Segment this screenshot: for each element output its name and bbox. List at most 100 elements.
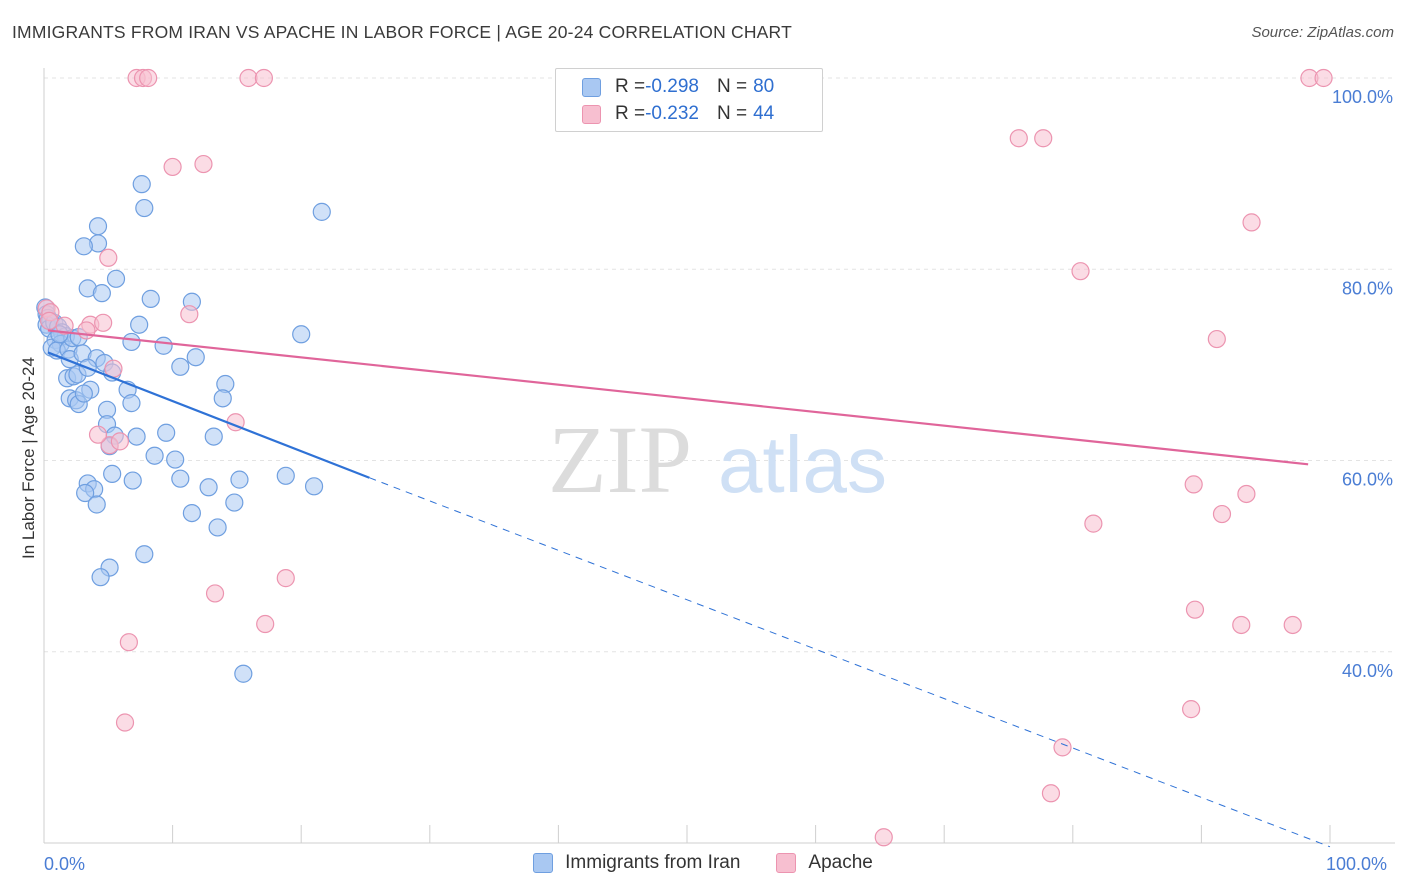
iran-point: [122, 332, 141, 352]
iran-point: [123, 471, 142, 490]
apache-point: [1232, 615, 1251, 635]
watermark: ZIP atlas: [548, 406, 887, 513]
apache-point: [1182, 700, 1201, 719]
apache-point: [1185, 600, 1205, 619]
x-tick-label-max: 100.0%: [1326, 854, 1387, 874]
iran-point: [208, 518, 227, 537]
iran-point: [225, 493, 244, 512]
apache-point: [205, 584, 225, 603]
apache-point: [55, 316, 74, 335]
iran-point: [234, 664, 253, 683]
apache-point: [88, 425, 108, 444]
apache-point: [119, 633, 138, 652]
iran-point: [88, 217, 108, 236]
x-tick-labels: 0.0% 100.0%: [44, 854, 1387, 874]
legend-item-iran: Immigrants from Iran: [533, 852, 740, 874]
y-tick-label: 100.0%: [1332, 87, 1393, 107]
x-tick-label-min: 0.0%: [44, 854, 85, 874]
trend-line-iran: [47, 351, 370, 479]
iran-point: [157, 423, 176, 442]
iran-point: [74, 384, 93, 403]
apache-point: [1041, 784, 1061, 803]
iran-point: [182, 503, 201, 523]
apache-point: [1242, 213, 1261, 232]
iran-point: [135, 198, 154, 218]
series-legend: Immigrants from Iran Apache: [0, 852, 1406, 874]
apache-point: [180, 305, 199, 324]
trend-line-iran-extension: [369, 477, 1331, 848]
y-tick-label: 80.0%: [1342, 278, 1393, 298]
iran-point: [130, 315, 149, 334]
iran-point: [304, 477, 324, 496]
apache-point: [163, 157, 182, 177]
iran-point: [141, 289, 160, 308]
legend-n-value-apache: 44: [753, 103, 775, 124]
iran-point: [132, 175, 151, 194]
apache-point: [254, 68, 274, 88]
iran-point: [171, 357, 190, 376]
iran-point: [127, 427, 146, 446]
watermark-zip: ZIP: [548, 406, 692, 513]
apache-point: [874, 828, 893, 847]
iran-point: [76, 483, 95, 503]
iran-point: [213, 389, 232, 408]
y-tick-label: 40.0%: [1342, 661, 1393, 681]
legend-n-value-iran: 80: [753, 76, 775, 97]
series-apache-points: [37, 68, 1333, 847]
apache-point: [1283, 615, 1302, 635]
iran-point: [91, 568, 110, 587]
apache-point: [139, 68, 158, 88]
apache-point: [40, 311, 59, 330]
iran-point: [171, 469, 190, 488]
apache-point: [77, 321, 96, 340]
trend-line-apache: [47, 329, 1309, 466]
iran-point: [292, 325, 311, 344]
iran-point: [199, 478, 218, 497]
apache-point: [1314, 68, 1333, 88]
axes: [43, 68, 1395, 844]
legend-row-apache: R = -0.232 N = 44: [582, 101, 774, 127]
apache-point: [1034, 129, 1053, 148]
stats-legend: R = -0.298 N = 80 R = -0.232 N = 44: [555, 68, 823, 132]
iran-point: [145, 446, 164, 465]
legend-item-apache: Apache: [776, 852, 873, 874]
legend-n-label: N =: [716, 103, 748, 124]
apache-point: [94, 313, 113, 332]
iran-point: [186, 348, 205, 367]
apache-point: [194, 154, 213, 174]
iran-point: [122, 394, 141, 413]
legend-swatch-apache: [582, 104, 601, 124]
apache-point: [1053, 738, 1072, 757]
legend-r-value-iran: -0.298: [645, 76, 699, 97]
iran-point: [106, 269, 126, 288]
grid-lines: [44, 77, 1395, 653]
legend-row-iran: R = -0.298 N = 80: [582, 74, 774, 100]
apache-point: [256, 614, 275, 634]
iran-point: [154, 336, 173, 355]
apache-point: [1084, 514, 1103, 533]
series-iran-points: [36, 175, 331, 683]
apache-point: [1237, 484, 1256, 504]
iran-point: [276, 466, 295, 485]
apache-point: [1184, 475, 1203, 494]
legend-swatch-iran: [582, 77, 601, 97]
legend-r-value-apache: -0.232: [645, 103, 699, 124]
iran-point: [74, 237, 93, 256]
apache-point: [110, 432, 129, 451]
legend-r-label: R =: [615, 103, 646, 124]
apache-point: [1212, 504, 1232, 524]
apache-point: [276, 569, 295, 588]
apache-point: [239, 68, 258, 88]
iran-point: [87, 495, 106, 514]
apache-point: [99, 248, 118, 267]
trend-lines: [47, 329, 1331, 848]
watermark-atlas: atlas: [718, 420, 887, 509]
apache-point: [115, 713, 135, 732]
y-axis-label: In Labor Force | Age 20-24: [19, 357, 38, 559]
iran-point: [92, 284, 111, 303]
y-tick-labels: 40.0% 60.0% 80.0% 100.0%: [1332, 87, 1393, 681]
iran-point: [204, 427, 223, 446]
legend-swatch-iran: [533, 853, 554, 873]
iran-point: [166, 450, 185, 469]
